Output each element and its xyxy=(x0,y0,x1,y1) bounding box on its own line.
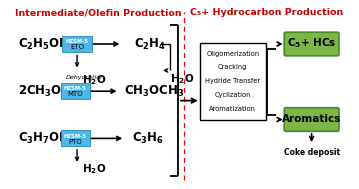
Text: MTO: MTO xyxy=(67,91,83,98)
Text: C₅+ Hydrocarbon Production: C₅+ Hydrocarbon Production xyxy=(190,8,344,17)
FancyBboxPatch shape xyxy=(284,32,339,56)
Text: Hydride Transfer: Hydride Transfer xyxy=(205,78,260,84)
Text: Coke deposit: Coke deposit xyxy=(284,148,340,157)
Text: HZSM-5: HZSM-5 xyxy=(64,86,87,91)
Text: HZSM-5: HZSM-5 xyxy=(64,134,87,139)
FancyBboxPatch shape xyxy=(200,43,266,120)
Text: Aromatization: Aromatization xyxy=(209,105,256,112)
Text: $\mathbf{H_2O}$: $\mathbf{H_2O}$ xyxy=(171,72,195,86)
Text: $\mathbf{C_3H_7OH}$: $\mathbf{C_3H_7OH}$ xyxy=(18,131,69,146)
Text: HZSM-5: HZSM-5 xyxy=(66,39,88,44)
Text: $\mathbf{H_2O}$: $\mathbf{H_2O}$ xyxy=(82,163,106,177)
Text: Oligomerization: Oligomerization xyxy=(206,51,259,57)
Text: Intermediate/Olefin Production: Intermediate/Olefin Production xyxy=(15,8,182,17)
Text: Dehydration: Dehydration xyxy=(66,75,105,80)
Text: $\mathbf{CH_3OCH_3}$: $\mathbf{CH_3OCH_3}$ xyxy=(124,84,185,99)
FancyBboxPatch shape xyxy=(61,83,90,99)
Text: $\mathbf{C_2H_5OH}$: $\mathbf{C_2H_5OH}$ xyxy=(18,36,69,52)
Text: ETO: ETO xyxy=(70,44,84,50)
Text: Cyclization: Cyclization xyxy=(215,92,251,98)
FancyBboxPatch shape xyxy=(62,36,92,52)
FancyBboxPatch shape xyxy=(61,130,90,146)
Text: $\mathbf{C_5}$+ HCs: $\mathbf{C_5}$+ HCs xyxy=(287,36,336,50)
Text: $\mathbf{C_2H_4}$: $\mathbf{C_2H_4}$ xyxy=(134,36,166,52)
Text: PTO: PTO xyxy=(68,139,82,145)
Text: $\mathbf{H_2O}$: $\mathbf{H_2O}$ xyxy=(82,73,106,87)
FancyBboxPatch shape xyxy=(284,108,339,131)
Text: Aromatics: Aromatics xyxy=(282,114,341,124)
Text: $\mathbf{2CH_3OH}$: $\mathbf{2CH_3OH}$ xyxy=(18,84,71,99)
Text: Cracking: Cracking xyxy=(218,64,247,70)
Text: $\mathbf{C_3H_6}$: $\mathbf{C_3H_6}$ xyxy=(132,131,164,146)
